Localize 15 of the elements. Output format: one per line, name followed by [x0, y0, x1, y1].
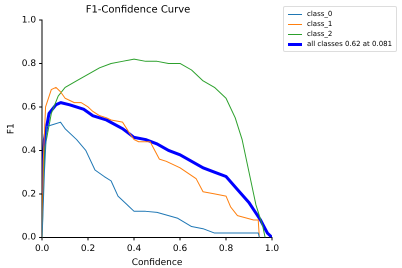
x-tick-label: 0.2	[80, 244, 96, 254]
x-axis-title: Confidence	[132, 258, 183, 268]
y-tick-label: 0.6	[22, 102, 36, 112]
x-tick-label: 0.4	[126, 244, 142, 254]
y-tick-label: 0.0	[22, 232, 36, 243]
x-tick-label: 1.0	[264, 244, 280, 254]
y-tick-label: 0.4	[22, 146, 36, 156]
x-tick-label: 0.0	[34, 244, 50, 254]
chart-title: F1-Confidence Curve	[86, 4, 190, 16]
y-axis-title: F1	[6, 123, 17, 134]
y-tick-label: 0.2	[22, 189, 36, 200]
y-tick-label: 0.8	[22, 58, 36, 69]
y-tick-label: 1.0	[22, 15, 36, 26]
x-tick-label: 0.8	[218, 244, 234, 254]
x-tick-label: 0.6	[172, 244, 188, 254]
